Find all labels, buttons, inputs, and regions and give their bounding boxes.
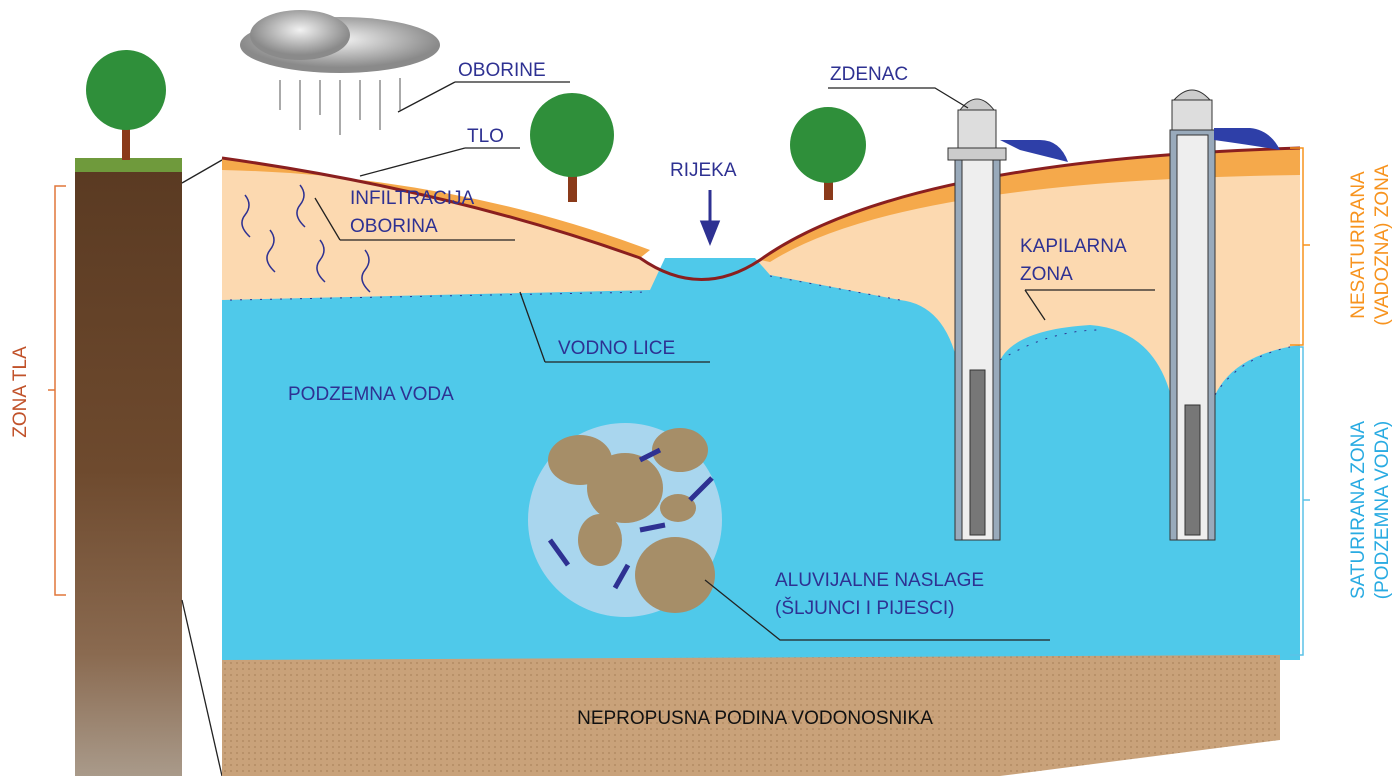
label: VODNO LICE — [558, 338, 675, 359]
label: ZDENAC — [830, 64, 908, 85]
river-arrow — [702, 190, 718, 242]
label: (ŠLJUNCI I PIJESCI) — [775, 597, 954, 619]
label: SATURIRANA ZONA — [1348, 421, 1369, 599]
leader-line — [828, 88, 968, 108]
label: (VADOZNA) ZONA — [1372, 164, 1393, 325]
label: ZONA TLA — [10, 346, 31, 438]
label: OBORINE — [458, 60, 546, 81]
label: INFILTRACIJA — [350, 188, 475, 209]
label: ZONA — [1020, 264, 1073, 285]
leader-line — [360, 148, 520, 176]
zoom-line — [182, 160, 222, 183]
groundwater-diagram: OBORINE TLO INFILTRACIJA OBORINA RIJEKA … — [0, 0, 1394, 776]
label: KAPILARNA — [1020, 236, 1127, 257]
label: TLO — [467, 126, 504, 147]
label: NEPROPUSNA PODINA VODONOSNIKA — [577, 708, 933, 729]
bracket — [48, 186, 66, 595]
label: ALUVIJALNE NASLAGE — [775, 570, 984, 591]
label: (PODZEMNA VODA) — [1372, 421, 1393, 599]
label: NESATURIRANA — [1348, 171, 1369, 319]
zoom-line — [182, 600, 222, 776]
label: OBORINA — [350, 216, 438, 237]
label: PODZEMNA VODA — [288, 384, 454, 405]
soil-column — [75, 158, 182, 776]
cloud — [240, 10, 440, 135]
alluvial-sample — [528, 423, 722, 617]
label: RIJEKA — [670, 160, 737, 181]
